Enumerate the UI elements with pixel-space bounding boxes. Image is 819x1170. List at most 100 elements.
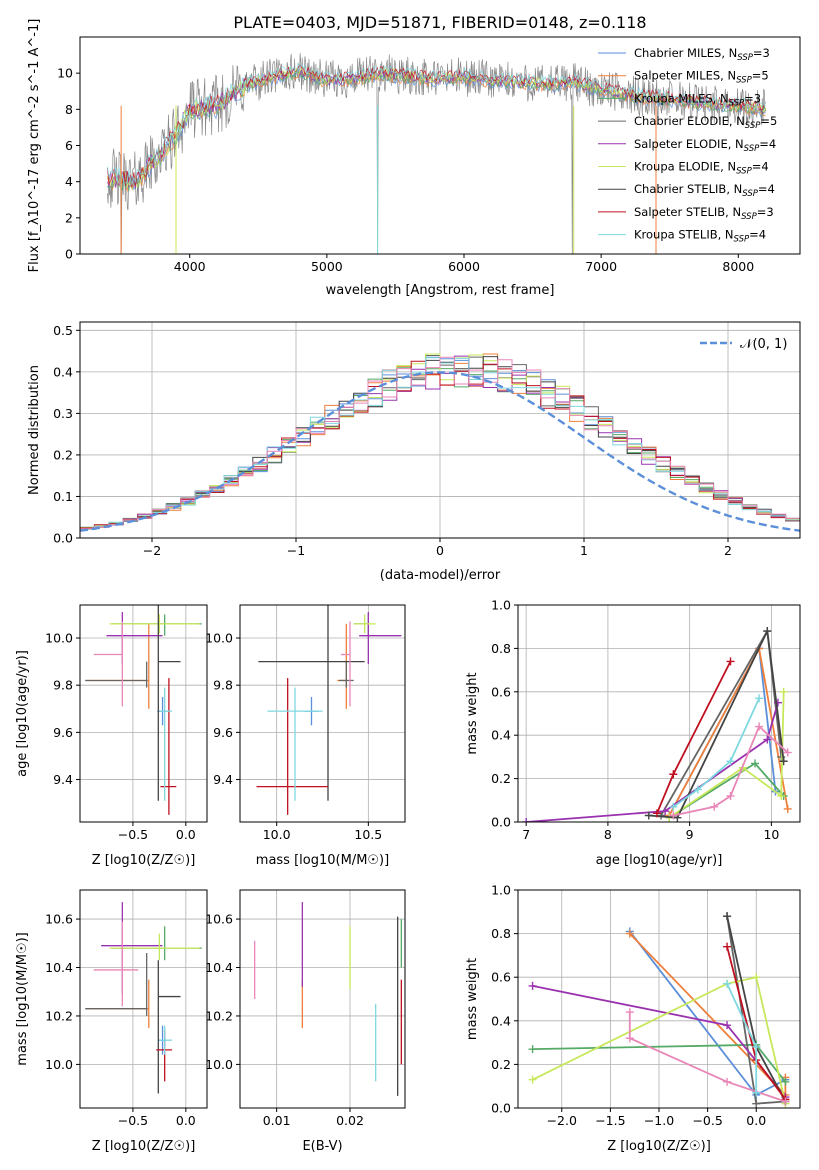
mass_vs_Z-plot-area [85, 902, 202, 1094]
massweight_vs_age-marker [763, 735, 772, 744]
massweight_vs_age-marker [669, 802, 678, 811]
legend-value: =3 [753, 46, 770, 60]
spectrum-model-line-8 [107, 62, 767, 186]
legend-value: =3 [744, 91, 761, 105]
mass_vs_Z-ylabel: mass [log10(M/M☉)] [15, 932, 30, 1065]
residuals-xtick-label: 0 [436, 543, 444, 558]
age_vs_Z-ytick-label: 9.6 [53, 725, 73, 740]
legend-subscript: SSP [737, 53, 753, 63]
age_vs_Z-ylabel: age [log10(age/yr)] [15, 650, 30, 777]
massweight_vs_age-marker [783, 748, 792, 757]
massweight_vs_age-marker [661, 807, 670, 816]
massweight_vs_Z-xtick-label: −0.5 [692, 1113, 722, 1128]
massweight_vs_Z-xtick-label: −2.0 [547, 1113, 577, 1128]
age_vs_Z-xlabel: Z [log10(Z/Z☉)] [92, 853, 196, 868]
spectrum-ytick-label: 10 [57, 66, 73, 81]
age_vs_Z-chart: −0.5 0.0 9.4 9.6 9.8 10.0 Z [log10(Z/Z☉)] age [… [15, 604, 208, 868]
mass_vs_Z-point-8 [93, 921, 139, 1007]
age_vs_mass-point-9 [267, 687, 323, 801]
age_vs_mass-frame [239, 604, 406, 823]
mass_vs_Z-ytick-label: 10.2 [45, 1008, 73, 1023]
mass_vs_Z-ytick-label: 10.4 [45, 960, 73, 975]
mass_vs_Z-ytick-label: 10.0 [45, 1057, 73, 1072]
mass_vs_EBV-chart: 0.01 0.02 10.0 10.2 10.4 10.6 E(B-V) [205, 889, 406, 1154]
massweight_vs_age-marker [755, 722, 764, 731]
mass_vs_Z-xtick-label: −0.5 [118, 1113, 148, 1128]
spectrum-ylabel: Flux [f_λ10^-17 erg cm^-2 s^-1 A^-1] [27, 19, 42, 273]
mass_vs_EBV-xtick-label: 0.01 [263, 1113, 291, 1128]
spectrum-xtick-label: 4000 [174, 259, 206, 274]
massweight_vs_Z-marker [723, 979, 732, 988]
mass_vs_Z-point-3 [85, 952, 148, 1016]
mass_vs_Z-frame [79, 889, 208, 1109]
age_vs_mass-point-4 [359, 612, 402, 664]
massweight_vs_age-ylabel: mass weight [465, 672, 480, 754]
mass_vs_EBV-ytick-label: 10.0 [205, 1057, 233, 1072]
massweight_vs_Z-marker [752, 1099, 761, 1108]
spectrum-legend-label: Kroupa ELODIE, NSSP=4 [634, 160, 769, 177]
massweight_vs_age-series-5 [668, 691, 785, 819]
massweight_vs_Z-xlabel: Z [log10(Z/Z☉)] [607, 1139, 711, 1154]
massweight_vs_age-marker [644, 811, 653, 820]
massweight_vs_age-series-9 [672, 697, 760, 808]
spectrum-legend-label: Chabrier MILES, NSSP=3 [634, 46, 770, 63]
age_vs_mass-point-3 [339, 661, 354, 688]
spectrum-plot-area [107, 53, 767, 254]
residuals-hist-9 [80, 356, 800, 530]
age_vs_mass-ytick-label: 9.4 [213, 772, 233, 787]
spectrum-legend-label: Salpeter MILES, NSSP=5 [634, 69, 769, 86]
mass_vs_EBV-ytick-label: 10.2 [205, 1008, 233, 1023]
spectrum-xtick-label: 5000 [311, 259, 343, 274]
age_vs_Z-xtick-label: −0.5 [118, 827, 148, 842]
massweight_vs_age-xtick-label: 8 [604, 827, 612, 842]
massweight_vs_age-ytick-label: 0.2 [491, 771, 511, 786]
massweight_vs_age-marker [726, 757, 735, 766]
age_vs_Z-ytick-label: 10.0 [45, 631, 73, 646]
spectrum-model-line-7 [107, 64, 766, 188]
massweight_vs_age-marker [710, 802, 719, 811]
legend-value: =4 [758, 182, 775, 196]
age_vs_mass-point-6 [258, 605, 365, 801]
spectrum-legend-label: Kroupa STELIB, NSSP=4 [634, 228, 766, 245]
massweight_vs_Z-marker [625, 1008, 634, 1017]
spectrum-xtick-label: 7000 [585, 259, 617, 274]
massweight_vs_Z-ytick-label: 0.2 [491, 1057, 511, 1072]
mass_vs_EBV-ytick-label: 10.4 [205, 960, 233, 975]
spectrum-ytick-label: 8 [65, 102, 73, 117]
massweight_vs_age-ytick-label: 0.8 [491, 641, 511, 656]
age_vs_Z-plot-area [85, 605, 202, 815]
massweight_vs_age-ytick-label: 0.4 [491, 728, 511, 743]
spectrum-ytick-label: 0 [65, 247, 73, 262]
spectrum-ytick-label: 4 [65, 174, 73, 189]
massweight_vs_age-marker [693, 785, 702, 794]
massweight_vs_age-marker [726, 657, 735, 666]
age_vs_Z-point-9 [159, 687, 173, 801]
massweight_vs_Z-marker [723, 942, 732, 951]
legend-subscript: SSP [729, 98, 745, 108]
massweight_vs_age-ytick-label: 0.6 [491, 684, 511, 699]
massweight_vs_age-marker [652, 809, 661, 818]
massweight_vs_age-marker [669, 770, 678, 779]
legend-subscript: SSP [742, 189, 758, 199]
mass_vs_EBV-xtick-label: 0.02 [336, 1113, 364, 1128]
age_vs_Z-frame [79, 604, 208, 823]
age_vs_mass-xtick-label: 10.0 [263, 827, 291, 842]
residuals-legend-label: 𝒩(0, 1) [740, 337, 787, 352]
spectrum-model-line-5 [107, 67, 767, 191]
age_vs_mass-chart: 10.0 10.5 9.4 9.6 9.8 10.0 mass [log10(M/M☉)] [205, 604, 406, 868]
residuals-ylabel: Normed distribution [27, 365, 42, 495]
spectrum-legend-label: Salpeter STELIB, NSSP=3 [634, 205, 774, 222]
massweight_vs_age-marker [773, 698, 782, 707]
legend-value: =4 [749, 228, 766, 242]
massweight_vs_Z-marker [752, 1088, 761, 1097]
age_vs_Z-ytick-label: 9.4 [53, 772, 73, 787]
mass_vs_EBV-xlabel: E(B-V) [302, 1139, 342, 1154]
massweight_vs_Z-xtick-label: −1.5 [595, 1113, 625, 1128]
massweight_vs_Z-ytick-label: 0.8 [491, 926, 511, 941]
age_vs_Z-point-5 [109, 614, 200, 634]
massweight_vs_Z-chart: −2.0 −1.5 −1.0 −0.5 0.0 0.0 0.2 0.4 0.6 0.8 1.0 Z [… [465, 883, 801, 1154]
massweight_vs_Z-ytick-label: 0.6 [491, 970, 511, 985]
massweight_vs_Z-ylabel: mass weight [465, 958, 480, 1040]
mass_vs_Z-ytick-label: 10.6 [45, 912, 73, 927]
